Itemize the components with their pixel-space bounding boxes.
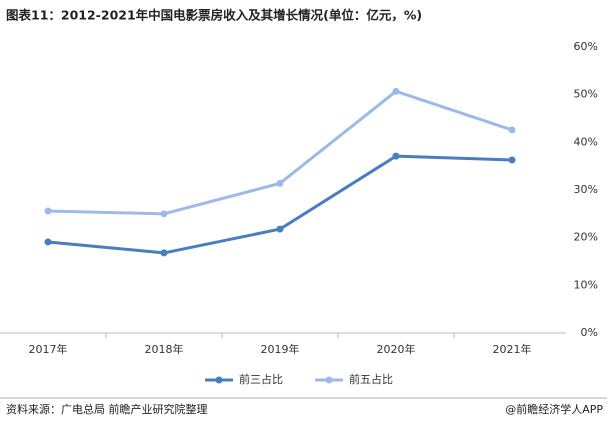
- point: [508, 156, 516, 164]
- x-tick-label: 2019年: [261, 342, 300, 356]
- y-tick-label: 40%: [574, 135, 598, 148]
- x-tick-label: 2020年: [377, 342, 416, 356]
- legend-label: 前五占比: [349, 372, 393, 386]
- point: [508, 126, 516, 134]
- point: [276, 179, 284, 187]
- point: [160, 249, 168, 257]
- point: [44, 207, 52, 215]
- legend-marker: [325, 376, 333, 384]
- series-line: [47, 154, 513, 255]
- point: [392, 152, 400, 160]
- chart-title: 图表11：2012-2021年中国电影票房收入及其增长情况(单位：亿元，%): [6, 8, 422, 23]
- legend-marker: [215, 376, 223, 384]
- y-tick-label: 50%: [574, 88, 598, 101]
- legend-label: 前三占比: [239, 372, 283, 386]
- x-tick-label: 2017年: [29, 342, 68, 356]
- y-tick-label: 30%: [574, 183, 598, 196]
- point: [160, 210, 168, 218]
- x-tick-label: 2018年: [145, 342, 184, 356]
- source-note: 资料来源：广电总局 前瞻产业研究院整理: [6, 402, 208, 416]
- series-line: [47, 89, 513, 216]
- point: [392, 87, 400, 95]
- y-tick-label: 20%: [574, 231, 598, 244]
- y-tick-label: 60%: [574, 40, 598, 53]
- point: [44, 238, 52, 246]
- point: [276, 225, 284, 233]
- credit: @前瞻经济学人APP: [505, 402, 603, 416]
- y-tick-label: 10%: [574, 278, 598, 291]
- y-tick-label: 0%: [581, 326, 598, 339]
- x-tick-label: 2021年: [493, 342, 532, 356]
